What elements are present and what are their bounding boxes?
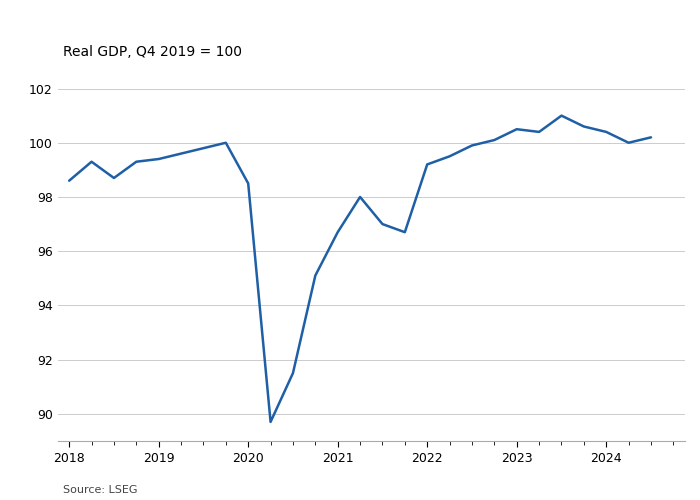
Text: Source: LSEG: Source: LSEG: [63, 485, 137, 495]
Text: Real GDP, Q4 2019 = 100: Real GDP, Q4 2019 = 100: [63, 45, 242, 59]
